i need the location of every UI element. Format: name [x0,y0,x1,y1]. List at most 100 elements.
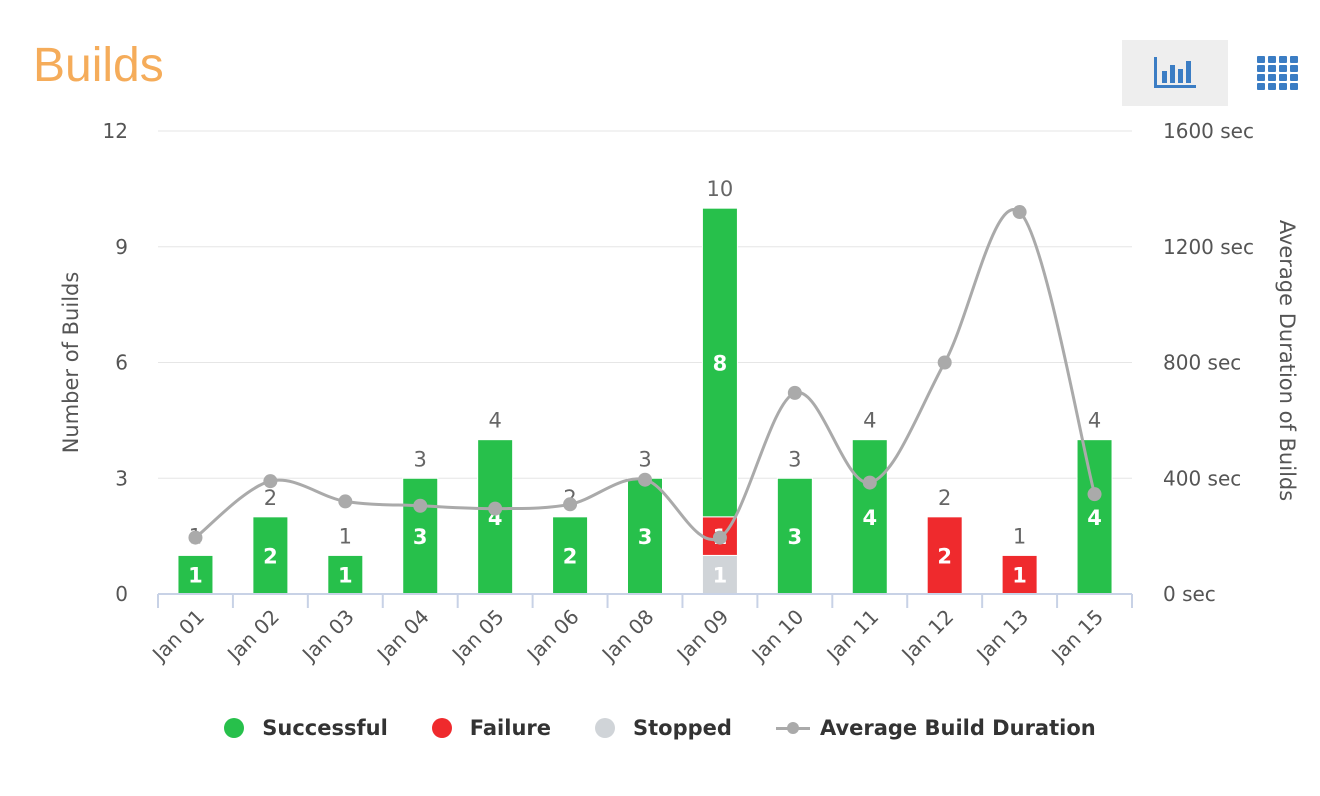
x-tick-label: Jan 05 [446,605,509,668]
stopped-swatch [595,718,615,738]
x-tick-label: Jan 08 [596,605,659,668]
bar-failure [1001,554,1038,595]
average-duration-point [263,474,278,489]
x-axis: Jan 01 Jan 02 Jan 03 Jan 04 Jan 05 Jan 06 Jan … [146,593,1133,668]
average-duration-point [488,501,503,516]
y2-tick-label: 1600 sec [1163,119,1254,143]
bar-total-label: 1 [339,524,352,548]
legend-item-average-duration[interactable]: Average Build Duration [775,706,1096,750]
legend: Successful Failure Stopped Average Build… [0,706,1320,750]
x-tick-label: Jan 09 [671,605,734,668]
chart-view-button[interactable] [1122,40,1228,106]
x-tick-label: Jan 13 [970,605,1033,668]
bar-total-label: 2 [938,486,951,510]
x-tick-label: Jan 03 [296,605,359,668]
x-tick-label: Jan 12 [896,605,959,668]
legend-label: Stopped [633,716,732,740]
bar-total-label: 3 [414,447,427,471]
average-duration-point [338,494,353,509]
average-duration-point [413,498,428,513]
right-axis: 0 sec 400 sec 800 sec 1200 sec 1600 sec [1163,119,1254,606]
bar-successful [552,516,589,595]
bar-total-label: 3 [638,447,651,471]
legend-label: Successful [262,716,388,740]
left-axis: 0 3 6 9 12 [103,119,128,606]
average-duration-line [188,205,1102,545]
average-duration-point [188,530,203,545]
legend-label: Failure [469,716,551,740]
legend-item-successful[interactable]: Successful [224,706,388,750]
bar-value-label: 1 [713,564,728,588]
average-duration-point [638,472,652,487]
bar-stopped [701,554,738,595]
x-tick-label: Jan 01 [146,605,209,668]
average-duration-point [1012,205,1027,220]
y-tick-label: 3 [115,466,128,490]
bar-successful [851,439,888,595]
bar-value-label: 2 [263,544,278,568]
grid-icon [1257,56,1298,90]
bar-total-label: 2 [264,486,277,510]
y2-tick-label: 1200 sec [1163,235,1254,259]
grid-lines [158,130,1132,479]
legend-label: Average Build Duration [819,716,1096,740]
y2-tick-label: 0 sec [1163,582,1216,606]
x-tick-label: Jan 11 [821,605,884,668]
y2-tick-label: 800 sec [1163,351,1241,375]
y-tick-label: 12 [103,119,128,143]
bar-value-label: 3 [788,525,803,549]
y-axis-title: Number of Builds [59,272,83,454]
bar-chart-icon [1154,57,1196,88]
legend-item-failure[interactable]: Failure [431,706,551,750]
y2-axis-title: Average Duration of Builds [1275,220,1299,501]
page-title: Builds [33,39,164,92]
x-tick-label: Jan 10 [746,605,809,668]
average-duration-point [862,475,877,490]
bar-value-label: 8 [713,352,728,376]
bar-successful [701,207,738,518]
y-tick-label: 0 [115,582,128,606]
bar-successful [627,477,663,595]
bar-value-label: 2 [937,544,952,568]
average-duration-point [937,355,952,370]
failure-swatch [431,718,452,738]
average-duration-point [787,385,802,400]
bar-value-label: 4 [862,506,877,530]
average-duration-point [712,530,727,545]
x-tick-label: Jan 04 [371,605,434,668]
bar-value-label: 1 [188,564,203,588]
bar-total-label: 3 [788,447,801,471]
bar-value-label: 3 [638,525,653,549]
average-line-swatch [775,718,810,738]
x-tick-label: Jan 15 [1045,605,1108,668]
y-tick-label: 6 [115,351,128,375]
legend-item-stopped[interactable]: Stopped [595,706,732,750]
grid-view-button[interactable] [1240,40,1316,106]
bar-total-label: 4 [488,409,501,433]
successful-swatch [224,718,245,738]
bar-value-label: 2 [563,544,578,568]
y2-tick-label: 400 sec [1163,466,1241,490]
bar-value-label: 4 [1087,506,1102,530]
average-duration-point [1087,487,1102,502]
y-tick-label: 9 [115,235,128,259]
bar-successful [327,554,364,595]
bar-total-label: 4 [863,409,876,433]
x-tick-label: Jan 02 [221,605,284,668]
bar-value-label: 3 [413,525,428,549]
bar-successful [776,477,813,595]
bar-value-label: 1 [338,564,353,588]
bar-total-label: 4 [1088,409,1101,433]
bar-successful [1076,439,1113,595]
bar-value-label: 1 [1012,564,1027,588]
bar-total-label: 10 [707,177,734,201]
bar-successful [177,554,214,595]
bars: 11221133442233118103344221144 [177,177,1113,595]
bar-total-label: 1 [1013,524,1026,548]
bar-successful [477,439,514,595]
bar-failure [926,516,963,595]
x-tick-label: Jan 06 [521,605,584,668]
bar-successful [252,516,289,595]
